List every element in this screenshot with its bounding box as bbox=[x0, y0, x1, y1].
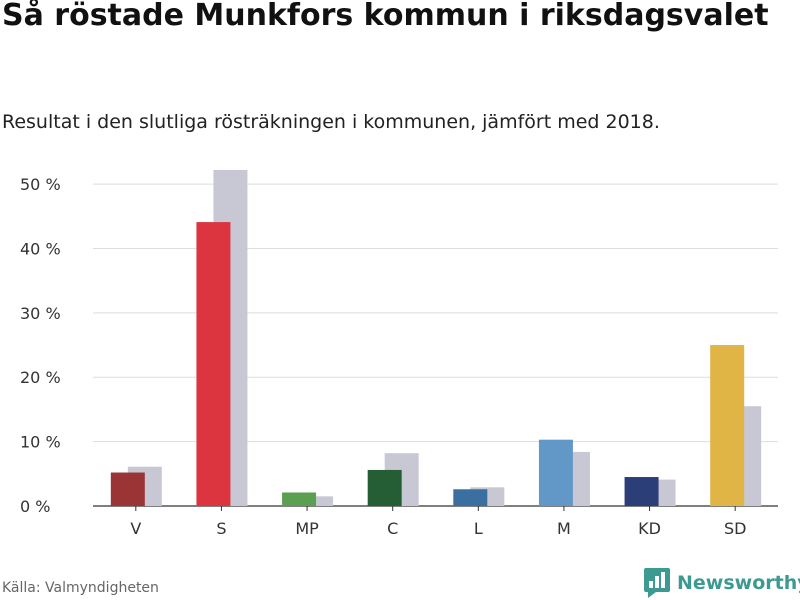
bar-current-l bbox=[453, 489, 488, 506]
bar-current-kd bbox=[624, 477, 659, 506]
x-tick-label: S bbox=[216, 519, 226, 538]
bar-current-s bbox=[196, 222, 231, 506]
x-axis-ticks: V S MP C L M KD SD bbox=[130, 506, 746, 538]
y-tick-label: 40 % bbox=[20, 239, 61, 258]
bar-current-mp bbox=[282, 492, 317, 506]
bar-current-m bbox=[538, 439, 573, 506]
x-tick-label: L bbox=[474, 519, 483, 538]
y-tick-label: 10 % bbox=[20, 433, 61, 452]
x-tick-label: V bbox=[130, 519, 141, 538]
bars bbox=[110, 169, 762, 506]
newsworthy-logo: Newsworthy bbox=[644, 568, 800, 598]
x-tick-label: KD bbox=[638, 519, 661, 538]
chart-subtitle: Resultat i den slutliga rösträkningen i … bbox=[2, 111, 660, 133]
x-tick-label: M bbox=[557, 519, 571, 538]
bar-chart-icon bbox=[644, 568, 670, 598]
bar-current-sd bbox=[710, 345, 745, 506]
y-tick-label: 0 % bbox=[20, 497, 50, 516]
x-tick-label: C bbox=[387, 519, 398, 538]
bar-current-c bbox=[367, 469, 402, 506]
brand-name: Newsworthy bbox=[677, 572, 800, 594]
bar-current-v bbox=[110, 472, 145, 506]
y-tick-label: 50 % bbox=[20, 175, 61, 194]
x-tick-label: SD bbox=[724, 519, 746, 538]
y-axis-ticks: 0 % 10 % 20 % 30 % 40 % 50 % bbox=[20, 175, 61, 516]
x-tick-label: MP bbox=[295, 519, 319, 538]
y-tick-label: 30 % bbox=[20, 304, 61, 323]
grid-lines bbox=[93, 183, 778, 507]
source-note: Källa: Valmyndigheten bbox=[2, 580, 159, 596]
chart-title: Så röstade Munkfors kommun i riksdagsval… bbox=[2, 0, 769, 33]
y-tick-label: 20 % bbox=[20, 368, 61, 387]
